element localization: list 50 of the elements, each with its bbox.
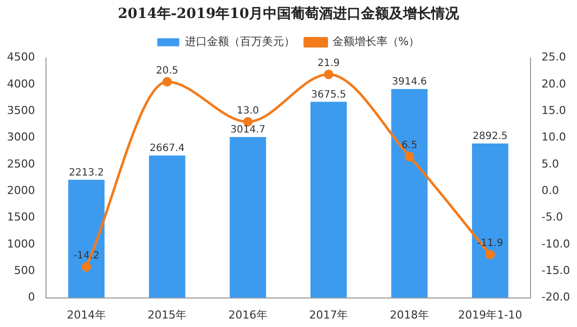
x-tick-label: 2014年 <box>66 308 106 322</box>
data-label: 3914.6 <box>392 76 427 88</box>
legend-label: 进口金额（百万美元） <box>184 35 295 48</box>
y2-tick-label: -20.0 <box>542 290 570 304</box>
data-label: 3014.7 <box>230 124 266 136</box>
x-tick-label: 2016年 <box>228 308 268 322</box>
y-tick-label: 2500 <box>6 157 35 170</box>
bar <box>472 144 508 298</box>
y2-tick-label: 25.0 <box>542 50 566 64</box>
x-tick-label: 2015年 <box>148 308 187 322</box>
y-tick-label: 500 <box>14 264 35 277</box>
y-tick-label: 4500 <box>6 50 35 64</box>
point <box>82 262 92 272</box>
y-tick-label: 3000 <box>6 130 35 144</box>
data-label: 2213.2 <box>68 167 104 178</box>
y2-tick-label: 20.0 <box>542 77 566 90</box>
y-tick-label: 3500 <box>6 104 35 117</box>
data-label: 13.0 <box>236 105 260 116</box>
y2-tick-label: -10.0 <box>542 237 570 250</box>
y2-tick-label: 5.0 <box>542 157 560 170</box>
y2-tick-label: 15.0 <box>542 104 566 117</box>
point <box>485 250 495 260</box>
y-tick-label: 4000 <box>6 77 35 90</box>
y2-tick-label: 0.0 <box>542 184 560 197</box>
data-label: 3675.5 <box>311 89 346 100</box>
point <box>324 70 334 80</box>
bar <box>230 137 266 298</box>
y-tick-label: 1500 <box>6 210 35 224</box>
bar <box>148 156 186 298</box>
data-label: 20.5 <box>156 65 178 76</box>
point <box>404 152 414 162</box>
y-tick-label: 0 <box>28 290 35 304</box>
legend-label: 金额增长率（%） <box>332 35 420 48</box>
data-label: 21.9 <box>318 58 340 69</box>
data-label: 2892.5 <box>472 131 508 142</box>
data-label: 6.5 <box>401 140 418 152</box>
y2-tick-label: -5.0 <box>542 210 564 224</box>
bar <box>391 89 428 298</box>
x-tick-label: 2018年 <box>390 308 429 322</box>
y2-tick-label: -15.0 <box>542 264 570 277</box>
chart-title: 2014年-2019年10月中国葡萄酒进口金额及增长情况 <box>118 5 460 22</box>
y-tick-label: 2000 <box>6 184 35 197</box>
y2-tick-label: 10.0 <box>542 130 566 144</box>
y-tick-label: 1000 <box>6 237 35 250</box>
point <box>162 77 172 87</box>
x-tick-label: 2019年1-10 <box>458 308 522 322</box>
data-label: 2667.4 <box>150 143 185 154</box>
x-tick-label: 2017年 <box>309 308 348 322</box>
bar <box>310 102 347 298</box>
bar <box>68 180 105 298</box>
